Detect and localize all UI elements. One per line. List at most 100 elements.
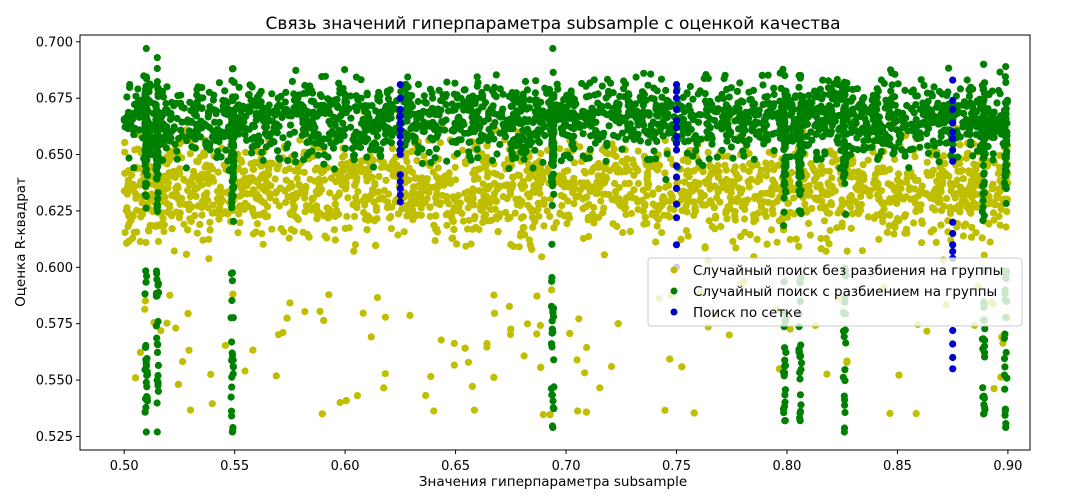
point-random-search-grouped (766, 106, 774, 114)
point-random-search-grouped (153, 376, 161, 384)
point-random-search (537, 363, 545, 371)
point-random-search (424, 183, 432, 191)
point-random-search (923, 158, 931, 166)
point-random-search (463, 225, 472, 233)
point-random-search-grouped (143, 171, 152, 180)
point-random-search-grouped (143, 371, 152, 379)
point-random-search (894, 170, 903, 178)
point-random-search (546, 212, 554, 220)
point-random-search-grouped (627, 101, 635, 109)
point-random-search (817, 167, 826, 175)
point-random-search (160, 221, 168, 229)
point-random-search (828, 182, 836, 190)
point-random-search-grouped (697, 135, 705, 143)
point-random-search-grouped (556, 110, 564, 118)
point-random-search-grouped (528, 138, 536, 146)
point-random-search (279, 328, 287, 337)
point-random-search (873, 211, 881, 219)
point-random-search (615, 199, 623, 207)
point-random-search-grouped (739, 119, 748, 127)
point-random-search (247, 160, 255, 168)
point-random-search (170, 247, 178, 255)
point-random-search (643, 169, 652, 177)
point-random-search-grouped (620, 77, 628, 85)
point-random-search (990, 385, 998, 393)
point-random-search-grouped (206, 103, 214, 111)
point-random-search-grouped (229, 362, 237, 370)
point-random-search (145, 227, 153, 235)
point-random-search-grouped (290, 128, 298, 136)
point-random-search-grouped (812, 130, 820, 139)
point-random-search-grouped (750, 155, 758, 163)
point-random-search (436, 200, 444, 209)
point-random-search-grouped (912, 101, 920, 109)
point-random-search-grouped (972, 131, 980, 139)
point-random-search (685, 197, 693, 206)
point-random-search (194, 174, 202, 182)
point-random-search-grouped (187, 117, 196, 126)
point-random-search (203, 161, 211, 169)
point-random-search-grouped (727, 143, 736, 151)
point-random-search-grouped (228, 76, 236, 85)
point-random-search (350, 212, 359, 220)
point-random-search-grouped (470, 128, 478, 136)
point-random-search (383, 163, 391, 171)
point-random-search (381, 313, 389, 321)
point-random-search-grouped (858, 108, 867, 116)
point-random-search (486, 182, 494, 190)
point-random-search-grouped (363, 91, 371, 99)
point-random-search (490, 373, 498, 381)
point-random-search (264, 171, 272, 179)
point-random-search (996, 221, 1004, 229)
point-random-search (309, 194, 317, 202)
point-random-search-grouped (822, 108, 830, 116)
point-random-search (451, 163, 459, 171)
point-random-search (760, 198, 768, 206)
point-random-search (997, 205, 1005, 213)
point-random-search-grouped (750, 101, 758, 109)
point-random-search-grouped (229, 119, 237, 127)
point-random-search-grouped (536, 118, 544, 126)
point-random-search-grouped (614, 133, 622, 141)
point-random-search-grouped (154, 92, 162, 101)
point-random-search-grouped (229, 217, 238, 225)
point-random-search-grouped (284, 140, 292, 148)
point-random-search-grouped (560, 96, 568, 104)
point-random-search-grouped (346, 123, 355, 131)
point-random-search (444, 174, 453, 182)
point-random-search-grouped (377, 146, 385, 154)
point-random-search-grouped (141, 182, 150, 190)
point-random-search-grouped (153, 64, 161, 73)
point-random-search (373, 294, 381, 302)
point-random-search (747, 175, 755, 183)
point-random-search (762, 172, 771, 180)
point-random-search-grouped (334, 103, 342, 111)
point-random-search (582, 408, 591, 416)
point-random-search-grouped (211, 128, 219, 136)
point-random-search (479, 218, 487, 226)
point-random-search-grouped (930, 142, 939, 150)
point-random-search-grouped (966, 99, 975, 107)
point-random-search (258, 171, 266, 179)
point-random-search-grouped (736, 79, 744, 87)
point-random-search-grouped (896, 110, 904, 118)
point-random-search-grouped (723, 85, 731, 93)
point-random-search-grouped (142, 75, 151, 83)
point-random-search-grouped (496, 85, 504, 93)
point-random-search-grouped (524, 128, 532, 136)
point-random-search-grouped (489, 102, 497, 110)
point-random-search (573, 356, 581, 364)
point-random-search (785, 199, 793, 207)
point-random-search-grouped (339, 119, 347, 127)
point-random-search-grouped (314, 151, 322, 159)
point-random-search-grouped (301, 106, 309, 114)
point-random-search (184, 309, 192, 318)
point-random-search (570, 200, 578, 208)
point-random-search-grouped (618, 145, 626, 153)
point-random-search-grouped (733, 105, 741, 113)
point-random-search (627, 209, 636, 218)
point-random-search-grouped (901, 152, 909, 160)
point-random-search (301, 208, 309, 216)
point-random-search (229, 290, 237, 298)
point-random-search-grouped (881, 104, 889, 112)
